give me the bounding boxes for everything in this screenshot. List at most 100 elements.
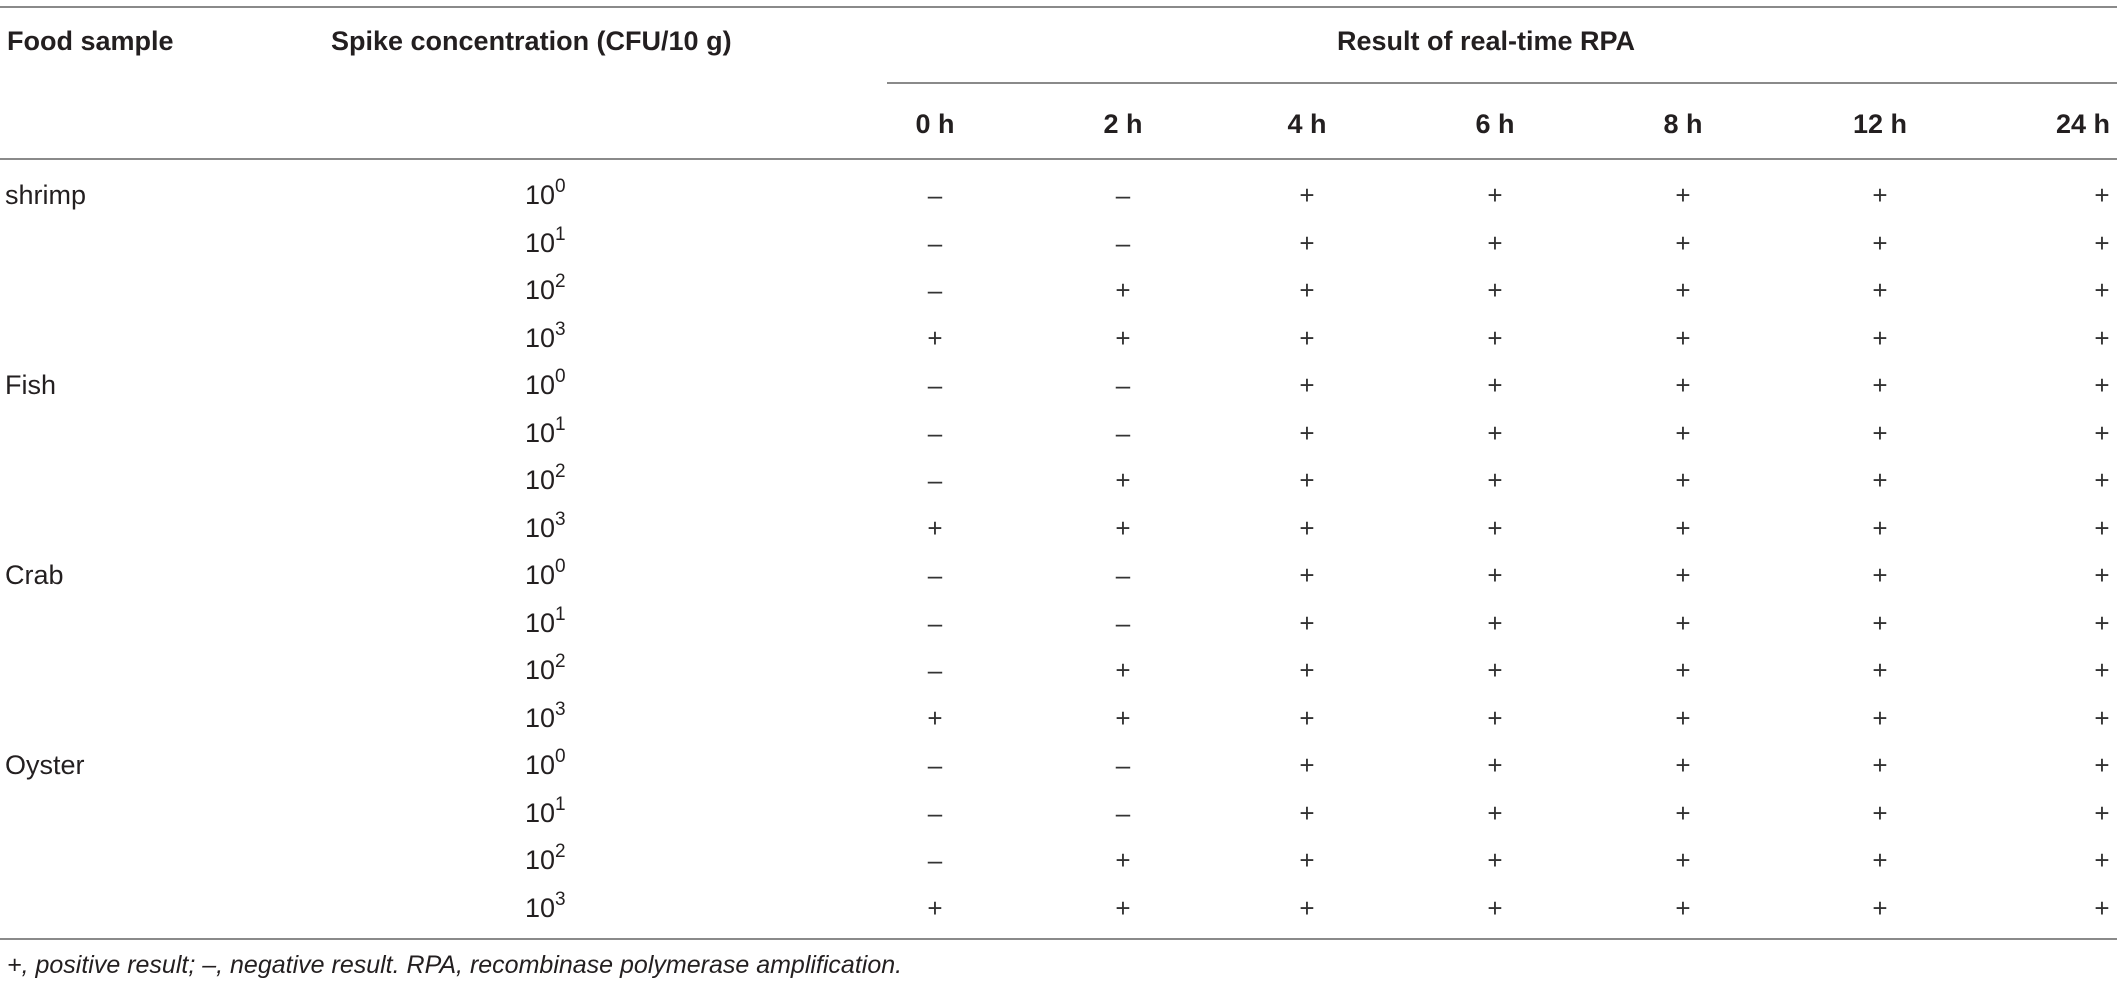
result-cell-12h: + <box>1872 180 1888 210</box>
result-cell-0h: + <box>927 892 943 923</box>
header-time-3: 6 h <box>1475 109 1515 139</box>
spike-concentration-cell: 100 <box>525 747 566 780</box>
table-row: 101 – – + + + + + <box>0 222 2117 270</box>
table-top-rule <box>0 6 2117 8</box>
table-row: 103 + + + + + + + <box>0 887 2117 935</box>
result-cell-24h: + <box>2094 275 2110 305</box>
food-sample-cell: Oyster <box>5 750 85 780</box>
result-cell-24h: + <box>2094 607 2110 638</box>
result-cell-8h: + <box>1675 322 1691 353</box>
result-cell-12h: + <box>1872 655 1888 685</box>
result-cell-2h: – <box>1115 180 1131 210</box>
concentration-exponent: 0 <box>555 366 566 387</box>
result-cell-24h: + <box>2094 797 2110 828</box>
result-cell-8h: + <box>1675 227 1691 258</box>
concentration-exponent: 2 <box>555 271 566 292</box>
result-cell-12h: + <box>1872 370 1888 400</box>
result-cell-4h: + <box>1299 417 1315 448</box>
concentration-base: 10 <box>525 512 556 543</box>
table-bottom-rule <box>0 938 2117 940</box>
concentration-base: 10 <box>525 417 556 448</box>
result-cell-2h: – <box>1115 797 1131 828</box>
spike-concentration-cell: 100 <box>525 177 566 210</box>
spike-concentration-cell: 101 <box>525 795 566 828</box>
result-cell-8h: + <box>1675 797 1691 828</box>
result-cell-2h: + <box>1115 655 1131 685</box>
table-row: 103 + + + + + + + <box>0 317 2117 365</box>
result-cell-12h: + <box>1872 512 1888 543</box>
header-time-2: 4 h <box>1287 109 1327 139</box>
result-cell-6h: + <box>1487 892 1503 923</box>
result-cell-12h: + <box>1872 417 1888 448</box>
spike-concentration-cell: 103 <box>525 890 566 923</box>
result-cell-2h: + <box>1115 322 1131 353</box>
result-cell-24h: + <box>2094 892 2110 923</box>
concentration-exponent: 2 <box>555 651 566 672</box>
table-row: 102 – + + + + + + <box>0 459 2117 507</box>
concentration-exponent: 3 <box>555 508 566 530</box>
result-cell-4h: + <box>1299 892 1315 923</box>
header-time-5: 12 h <box>1852 109 1908 139</box>
concentration-base: 10 <box>525 892 556 923</box>
concentration-base: 10 <box>525 322 556 353</box>
table-row: 101 – – + + + + + <box>0 792 2117 840</box>
result-cell-24h: + <box>2094 655 2110 685</box>
result-cell-12h: + <box>1872 227 1888 258</box>
result-cell-0h: – <box>927 560 943 590</box>
result-cell-2h: + <box>1115 275 1131 305</box>
result-cell-6h: + <box>1487 370 1503 400</box>
spike-concentration-cell: 102 <box>525 652 566 685</box>
result-cell-8h: + <box>1675 180 1691 210</box>
header-time-1: 2 h <box>1103 109 1143 139</box>
spike-concentration-cell: 101 <box>525 415 566 448</box>
result-cell-2h: – <box>1115 607 1131 638</box>
result-cell-8h: + <box>1675 702 1691 733</box>
result-cell-2h: + <box>1115 702 1131 733</box>
result-cell-6h: + <box>1487 702 1503 733</box>
result-cell-8h: + <box>1675 845 1691 875</box>
result-cell-8h: + <box>1675 892 1691 923</box>
header-span-rule <box>887 82 2117 84</box>
result-cell-8h: + <box>1675 417 1691 448</box>
concentration-base: 10 <box>525 702 556 733</box>
result-cell-24h: + <box>2094 702 2110 733</box>
result-cell-4h: + <box>1299 180 1315 210</box>
result-cell-0h: – <box>927 655 943 685</box>
result-cell-8h: + <box>1675 512 1691 543</box>
result-cell-0h: – <box>927 275 943 305</box>
result-cell-6h: + <box>1487 560 1503 590</box>
result-cell-8h: + <box>1675 370 1691 400</box>
result-cell-4h: + <box>1299 655 1315 685</box>
spike-concentration-cell: 102 <box>525 842 566 875</box>
concentration-base: 10 <box>525 797 556 828</box>
table-body: shrimp 100– – + + + + +101– – + + + + +102– + + + + + +103 +… <box>0 174 2117 934</box>
table-row: Oyster 100 – – + + + + + <box>0 744 2117 792</box>
result-cell-4h: + <box>1299 275 1315 305</box>
food-sample-cell: Fish <box>5 370 57 400</box>
spike-concentration-cell: 101 <box>525 225 566 258</box>
result-cell-6h: + <box>1487 655 1503 685</box>
result-cell-4h: + <box>1299 702 1315 733</box>
result-cell-4h: + <box>1299 370 1315 400</box>
concentration-base: 10 <box>525 465 556 495</box>
result-cell-4h: + <box>1299 750 1315 780</box>
result-cell-4h: + <box>1299 465 1315 495</box>
table-row: 103 + + + + + + + <box>0 697 2117 745</box>
result-cell-6h: + <box>1487 275 1503 305</box>
result-cell-12h: + <box>1872 560 1888 590</box>
table-row: 101 – – + + + + + <box>0 602 2117 650</box>
result-cell-6h: + <box>1487 750 1503 780</box>
result-cell-8h: + <box>1675 655 1691 685</box>
spike-concentration-cell: 103 <box>525 510 566 543</box>
spike-concentration-cell: 103 <box>525 320 566 353</box>
table-row: Crab 100 – – + + + + + <box>0 554 2117 602</box>
result-cell-4h: + <box>1299 560 1315 590</box>
header-bottom-rule <box>0 158 2117 160</box>
result-cell-12h: + <box>1872 750 1888 780</box>
result-cell-8h: + <box>1675 750 1691 780</box>
result-cell-6h: + <box>1487 845 1503 875</box>
concentration-exponent: 1 <box>555 793 566 815</box>
concentration-exponent: 3 <box>555 698 566 720</box>
result-cell-4h: + <box>1299 227 1315 258</box>
result-cell-8h: + <box>1675 465 1691 495</box>
